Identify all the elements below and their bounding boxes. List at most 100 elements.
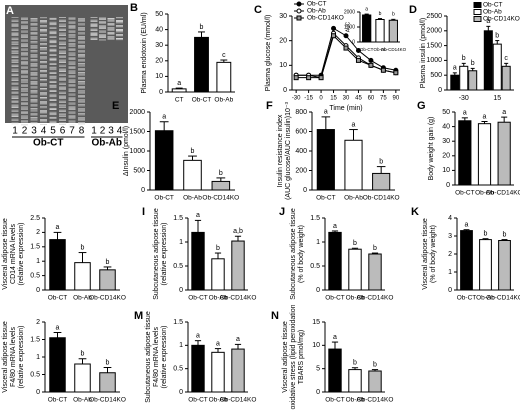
gel-band xyxy=(49,113,57,114)
gel-band xyxy=(11,33,19,35)
gel-band xyxy=(116,34,123,35)
y-tick-label: 1 xyxy=(36,258,40,265)
gel-band xyxy=(49,64,57,65)
x-tick-label: Ob-CT xyxy=(48,295,68,302)
y-tick-label: 0 xyxy=(446,182,450,189)
gel-band xyxy=(90,29,98,31)
gel-band xyxy=(59,23,66,25)
gel-band xyxy=(11,118,19,120)
gel-band xyxy=(68,115,76,117)
gel-band xyxy=(30,42,38,44)
bar xyxy=(479,239,492,291)
gel-band xyxy=(68,40,76,42)
gel-band xyxy=(21,48,28,50)
gel-band xyxy=(78,81,85,83)
legend-marker xyxy=(296,8,302,14)
gel-band xyxy=(90,33,98,35)
gel-band xyxy=(68,54,76,56)
significance-letter: a xyxy=(352,121,356,128)
gel-band xyxy=(11,26,19,27)
significance-letter: b xyxy=(484,231,488,238)
gel-band xyxy=(30,59,38,61)
gel-band xyxy=(116,30,123,32)
gel-band xyxy=(30,109,38,111)
gel-band xyxy=(11,77,19,79)
y-tick-label: 0 xyxy=(448,287,452,294)
gel-band xyxy=(78,113,85,115)
gel-band xyxy=(59,110,66,112)
gel-band xyxy=(49,41,57,42)
gel-band xyxy=(99,39,106,41)
gel-band xyxy=(78,28,85,30)
y-axis-label: F4/80 mRNA levels xyxy=(10,327,17,387)
gel-band xyxy=(11,119,19,121)
y-axis-label: ΔInsulin (pmol/l) xyxy=(123,126,130,176)
gel-band xyxy=(49,98,57,100)
gel-band xyxy=(78,45,85,47)
gel-band xyxy=(11,110,19,112)
x-tick-label: Ob-Ab xyxy=(73,295,92,302)
bar xyxy=(74,262,91,291)
gel-band xyxy=(49,105,57,107)
bar xyxy=(49,239,66,291)
y-tick-label: 2.5 xyxy=(30,215,40,222)
gel-band xyxy=(21,44,28,46)
gel-band xyxy=(30,65,38,67)
y-axis-label: Plasma insulin (pmol/l) xyxy=(420,18,427,88)
gel-band xyxy=(59,107,66,108)
gel-band xyxy=(21,94,28,96)
y-tick-label: 2000 xyxy=(426,28,442,35)
gel-band xyxy=(116,20,123,21)
bar xyxy=(211,180,231,191)
x-tick-label: Ob-Ab xyxy=(214,97,233,104)
x-tick-label: Ob-CT xyxy=(360,47,374,52)
gel-band xyxy=(21,21,28,23)
gel-band xyxy=(49,33,57,35)
gel-band xyxy=(40,39,47,41)
gel-band xyxy=(107,19,115,21)
bar xyxy=(483,30,493,91)
y-axis-label: Plasma glucose (mmol/l) xyxy=(265,15,272,92)
panel-label: C xyxy=(254,4,262,16)
gel-band xyxy=(21,53,28,55)
gel-band xyxy=(68,81,76,83)
gel-band xyxy=(40,124,47,125)
x-tick-label: 15 xyxy=(330,96,337,102)
gel-band xyxy=(78,91,85,93)
point xyxy=(380,67,386,73)
x-tick-label: Ob-CT xyxy=(48,397,68,404)
gel-band xyxy=(78,99,85,101)
point xyxy=(293,75,299,81)
y-axis-label: TBARS pmol/mg) xyxy=(298,330,305,384)
gel-band xyxy=(59,104,66,106)
gel-band xyxy=(49,78,57,80)
gel-band xyxy=(40,71,47,73)
bar xyxy=(458,120,472,186)
y-tick-label: 50 xyxy=(442,109,450,116)
gel-band xyxy=(21,108,28,110)
significance-letter: b xyxy=(219,170,223,177)
x-tick-label: Ob-Ab xyxy=(346,295,365,302)
x-tick-label: 30 xyxy=(343,96,350,102)
gel-band xyxy=(49,95,57,96)
gel-band xyxy=(40,120,47,122)
y-axis-label: (relative expression) xyxy=(18,222,25,285)
gel-band xyxy=(59,105,66,107)
gel-band xyxy=(49,24,57,26)
gel-band xyxy=(40,102,47,104)
gel-band xyxy=(78,82,85,84)
gel-band xyxy=(30,105,38,107)
gel-band xyxy=(78,78,85,80)
gel-band xyxy=(49,26,57,28)
y-tick-label: 500 xyxy=(430,72,442,79)
gel-band xyxy=(78,105,85,107)
gel-band xyxy=(78,73,85,75)
significance-letter: b xyxy=(373,245,377,252)
gel-band xyxy=(99,17,106,19)
gel-band xyxy=(78,38,85,40)
gel-band xyxy=(11,82,19,84)
lane-label: 7 xyxy=(69,126,75,137)
y-tick-label: 15 xyxy=(312,319,320,326)
gel-band xyxy=(21,63,28,65)
bar xyxy=(460,230,473,291)
